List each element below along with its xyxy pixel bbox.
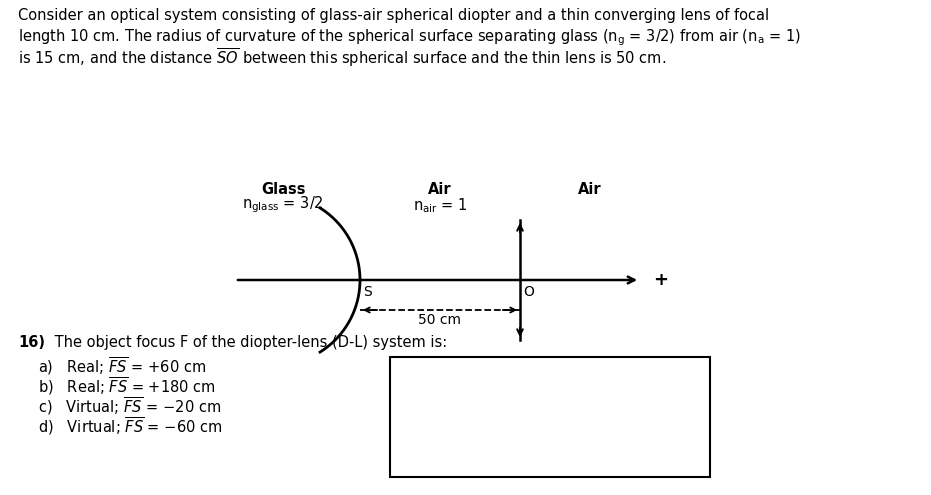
Text: The object focus F of the diopter-lens (D-L) system is:: The object focus F of the diopter-lens (… (50, 335, 447, 350)
Text: n$_\mathregular{glass}$ = 3/2: n$_\mathregular{glass}$ = 3/2 (242, 195, 324, 215)
Text: Air: Air (578, 182, 601, 197)
Text: a)   Real; $\overline{FS}$ = +60 cm: a) Real; $\overline{FS}$ = +60 cm (38, 355, 206, 377)
Text: n$_\mathregular{air}$ = 1: n$_\mathregular{air}$ = 1 (412, 197, 467, 215)
Bar (390, 357, 710, 477)
Text: S: S (363, 285, 371, 299)
Text: +: + (653, 271, 668, 289)
Text: 16): 16) (18, 335, 45, 350)
Text: d)   Virtual; $\overline{FS}$ = −60 cm: d) Virtual; $\overline{FS}$ = −60 cm (38, 415, 223, 437)
Text: 50 cm: 50 cm (419, 313, 462, 327)
Text: length 10 cm. The radius of curvature of the spherical surface separating glass : length 10 cm. The radius of curvature of… (18, 27, 801, 48)
Text: Air: Air (428, 182, 452, 197)
Text: is 15 cm, and the distance $\overline{SO}$ between this spherical surface and th: is 15 cm, and the distance $\overline{SO… (18, 46, 667, 69)
Text: O: O (523, 285, 533, 299)
Text: c)   Virtual; $\overline{FS}$ = −20 cm: c) Virtual; $\overline{FS}$ = −20 cm (38, 395, 222, 417)
Text: Consider an optical system consisting of glass-air spherical diopter and a thin : Consider an optical system consisting of… (18, 8, 769, 23)
Text: Glass: Glass (261, 182, 305, 197)
Text: b)   Real; $\overline{FS}$ = +180 cm: b) Real; $\overline{FS}$ = +180 cm (38, 375, 216, 396)
